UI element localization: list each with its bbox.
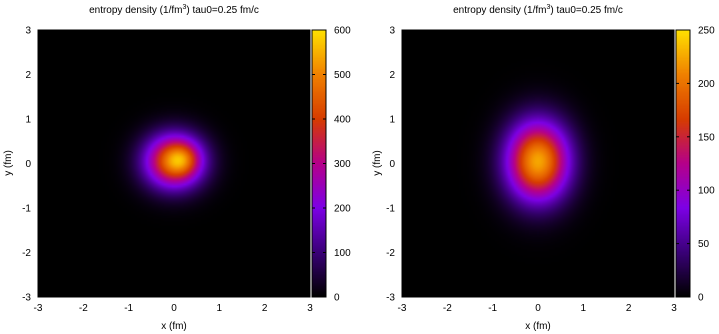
chart-title-prefix-1: entropy density (1/fm [89, 5, 182, 16]
x-tick-label: 3 [671, 303, 677, 314]
y-ticks-2: -3 -2 -1 0 1 2 3 [386, 26, 674, 304]
colorbar-tick-label: 300 [334, 159, 351, 170]
y-tick-label: -1 [386, 204, 395, 215]
x-tick-label: -2 [79, 303, 88, 314]
y-tick-label: -2 [386, 248, 395, 259]
x-tick-label: -3 [34, 303, 43, 314]
colorbar-image-2 [676, 30, 690, 297]
x-tick-label: -3 [398, 303, 407, 314]
x-tick-label: 0 [535, 303, 541, 314]
chart-title-suffix-1: ) tau0=0.25 fm/c [186, 5, 259, 16]
y-tick-label: -2 [22, 248, 31, 259]
y-tick-label: 0 [389, 159, 395, 170]
x-tick-label: 0 [171, 303, 177, 314]
colorbar-tick-label: 100 [334, 248, 351, 259]
x-ticks-2: -3 -2 -1 0 1 2 3 [398, 30, 677, 314]
x-tick-label: -2 [443, 303, 452, 314]
x-tick-label: -1 [488, 303, 497, 314]
colorbar-tick-label: 150 [698, 132, 715, 143]
heatmap-panel-2: entropy density (1/fm3) tau0=0.25 fm/c -… [372, 4, 715, 332]
x-tick-label: 1 [581, 303, 587, 314]
y-ticks-1: -3 -2 -1 0 1 2 3 [22, 26, 310, 304]
heatmap-image-1 [38, 30, 310, 297]
y-axis-label-2: y (fm) [372, 150, 383, 176]
x-tick-label: 3 [307, 303, 313, 314]
x-axis-label-2: x (fm) [525, 321, 551, 332]
y-tick-label: 3 [389, 26, 395, 37]
colorbar-ticks-2: 0 50 100 150 200 250 [676, 26, 715, 304]
colorbar-ticks-1: 0 100 200 300 400 500 600 [312, 26, 351, 304]
colorbar-tick-label: 500 [334, 70, 351, 81]
chart-title-prefix-2: entropy density (1/fm [453, 5, 546, 16]
chart-title-sup-1: 3 [182, 4, 186, 11]
colorbar-tick-label: 0 [334, 293, 340, 304]
y-tick-label: 0 [25, 159, 31, 170]
colorbar-image-1 [312, 30, 326, 297]
chart-title-sup-2: 3 [546, 4, 550, 11]
colorbar-tick-label: 50 [698, 239, 710, 250]
y-tick-label: -3 [22, 293, 31, 304]
colorbar-tick-label: 400 [334, 115, 351, 126]
chart-title-2: entropy density (1/fm3) tau0=0.25 fm/c [453, 4, 623, 16]
colorbar-tick-label: 250 [698, 26, 715, 37]
y-tick-label: -3 [386, 293, 395, 304]
y-tick-label: 1 [389, 115, 395, 126]
y-tick-label: 1 [25, 115, 31, 126]
x-ticks-1: -3 -2 -1 0 1 2 3 [34, 30, 313, 314]
colorbar-frame-2 [675, 29, 691, 298]
y-tick-label: 2 [25, 70, 31, 81]
x-axis-label-1: x (fm) [161, 321, 187, 332]
x-tick-label: -1 [124, 303, 133, 314]
y-tick-label: 2 [389, 70, 395, 81]
x-tick-label: 1 [217, 303, 223, 314]
x-tick-label: 2 [626, 303, 632, 314]
heatmap-image-2 [402, 30, 674, 297]
chart-title-suffix-2: ) tau0=0.25 fm/c [550, 5, 623, 16]
heatmap-panel-1: entropy density (1/fm3) tau0=0.25 fm/c -… [3, 4, 351, 332]
x-tick-label: 2 [262, 303, 268, 314]
colorbar-tick-label: 100 [698, 186, 715, 197]
y-tick-label: 3 [25, 26, 31, 37]
colorbar-tick-label: 200 [334, 204, 351, 215]
colorbar-tick-label: 600 [334, 26, 351, 37]
colorbar-tick-label: 0 [698, 293, 704, 304]
y-axis-label-1: y (fm) [3, 150, 14, 176]
chart-title-1: entropy density (1/fm3) tau0=0.25 fm/c [89, 4, 259, 16]
y-tick-label: -1 [22, 204, 31, 215]
colorbar-tick-label: 200 [698, 79, 715, 90]
